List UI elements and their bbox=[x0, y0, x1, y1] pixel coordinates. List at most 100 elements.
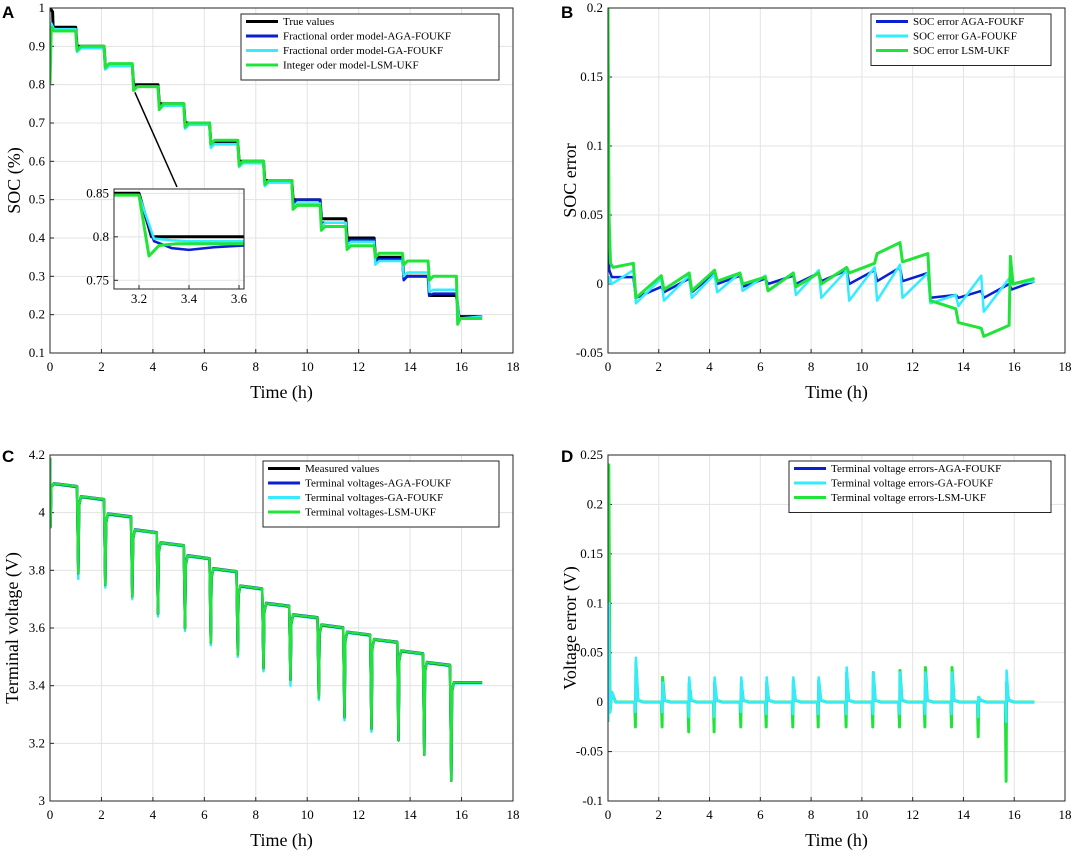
x-tick-label: 4 bbox=[150, 359, 157, 374]
series-group-c bbox=[50, 457, 483, 783]
x-axis-label-a: Time (h) bbox=[250, 382, 313, 403]
x-tick-label: 0 bbox=[605, 807, 612, 822]
x-tick-label: 10 bbox=[301, 359, 314, 374]
legend-c: Measured values Terminal voltages-AGA-FOU… bbox=[262, 460, 500, 528]
x-tick-label: 18 bbox=[1059, 359, 1072, 374]
x-tick-label: 14 bbox=[404, 359, 418, 374]
legend-entry: Terminal voltage errors-LSM-UKF bbox=[831, 492, 986, 504]
y-tick-label: 0.2 bbox=[587, 0, 603, 15]
x-tick-label: 12 bbox=[906, 359, 919, 374]
y-axis-label-b: SOC error bbox=[560, 143, 580, 218]
x-tick-label: 16 bbox=[455, 359, 469, 374]
y-tick-label: -0.05 bbox=[576, 744, 603, 759]
y-tick-label: 0.2 bbox=[587, 496, 603, 511]
legend-entry: Terminal voltages-AGA-FOUKF bbox=[305, 478, 451, 490]
y-tick-label: 0.4 bbox=[29, 230, 46, 245]
series-line-b-3 bbox=[608, 8, 1035, 338]
y-tick-label: 0.1 bbox=[587, 595, 603, 610]
legend-entry: True values bbox=[283, 16, 334, 28]
panel-letter-c: C bbox=[2, 447, 14, 466]
y-tick-label: 0 bbox=[597, 694, 604, 709]
y-tick-label: 0.9 bbox=[29, 38, 45, 53]
y-tick-label: 0.2 bbox=[29, 307, 45, 322]
y-tick-label: 0.7 bbox=[29, 115, 46, 130]
series-group-b bbox=[608, 8, 1035, 338]
x-tick-label: 8 bbox=[808, 807, 815, 822]
x-tick-label: 0 bbox=[47, 359, 54, 374]
x-axis-label-c: Time (h) bbox=[250, 830, 313, 851]
legend-entry: Fractional order model-GA-FOUKF bbox=[283, 45, 443, 57]
y-tick-label: -0.1 bbox=[582, 793, 603, 808]
x-tick-label: 2 bbox=[98, 807, 105, 822]
y-tick-label: 0.1 bbox=[587, 138, 603, 153]
axes-frame-b bbox=[607, 7, 1066, 354]
y-tick-label: 0.3 bbox=[29, 268, 45, 283]
x-tick-label: 0 bbox=[47, 807, 54, 822]
x-tick-label: 3.4 bbox=[181, 291, 198, 306]
y-tick-label: 3.6 bbox=[29, 620, 46, 635]
series-line-c-4 bbox=[50, 457, 483, 783]
y-tick-label: 0.1 bbox=[29, 345, 45, 360]
legend-entry: Terminal voltages-GA-FOUKF bbox=[305, 492, 443, 504]
panel-letter-b: B bbox=[561, 3, 573, 22]
y-tick-label: 1 bbox=[39, 0, 46, 15]
y-axis-label-c: Terminal voltage (V) bbox=[2, 552, 23, 704]
y-tick-label: 0.15 bbox=[580, 69, 603, 84]
y-tick-label: 4.2 bbox=[29, 447, 45, 462]
x-tick-label: 6 bbox=[757, 359, 764, 374]
x-tick-label: 4 bbox=[150, 807, 157, 822]
series-line-d-3 bbox=[608, 602, 1035, 724]
legend-entry: Terminal voltage errors-AGA-FOUKF bbox=[831, 463, 1001, 475]
y-tick-label: 4 bbox=[39, 505, 46, 520]
legend-entry: Integer oder model-LSM-UKF bbox=[283, 60, 419, 72]
x-tick-label: 2 bbox=[98, 359, 105, 374]
legend-box bbox=[788, 460, 1052, 513]
x-tick-label: 8 bbox=[808, 359, 815, 374]
y-tick-label: 0.8 bbox=[93, 229, 109, 244]
x-tick-label: 2 bbox=[656, 807, 663, 822]
series-group-d bbox=[608, 463, 1035, 783]
y-tick-label: 0 bbox=[597, 276, 604, 291]
legend-entry: Terminal voltages-LSM-UKF bbox=[305, 507, 436, 519]
x-tick-label: 8 bbox=[253, 359, 260, 374]
series-line-inset-4 bbox=[114, 193, 244, 258]
x-tick-label: 18 bbox=[1059, 807, 1072, 822]
legend-entry: Terminal voltage errors-GA-FOUKF bbox=[831, 478, 993, 490]
legend-a: True values Fractional order model-AGA-FO… bbox=[240, 13, 500, 81]
x-tick-label: 18 bbox=[507, 807, 520, 822]
x-tick-label: 14 bbox=[957, 807, 971, 822]
y-tick-label: 0.75 bbox=[86, 272, 109, 287]
plot-area-inset bbox=[114, 189, 244, 289]
y-axis-label-d: Voltage error (V) bbox=[560, 566, 581, 690]
x-tick-label: 12 bbox=[906, 807, 919, 822]
legend-entry: Fractional order model-AGA-FOUKF bbox=[283, 31, 451, 43]
x-tick-label: 16 bbox=[1008, 807, 1022, 822]
inset-pointer-line bbox=[134, 92, 178, 188]
y-tick-label: 3.8 bbox=[29, 562, 45, 577]
y-tick-label: 3 bbox=[39, 793, 46, 808]
y-tick-label: 0.8 bbox=[29, 77, 45, 92]
y-tick-label: 3.2 bbox=[29, 735, 45, 750]
x-tick-label: 14 bbox=[957, 359, 971, 374]
y-tick-label: 0.5 bbox=[29, 192, 45, 207]
y-tick-label: 0.05 bbox=[580, 207, 603, 222]
x-tick-label: 14 bbox=[404, 807, 418, 822]
x-tick-label: 3.6 bbox=[231, 291, 248, 306]
x-tick-label: 4 bbox=[706, 807, 713, 822]
axes-frame-a bbox=[49, 7, 514, 354]
y-tick-label: 3.4 bbox=[29, 678, 46, 693]
legend-entry: SOC error LSM-UKF bbox=[913, 45, 1010, 57]
legend-box bbox=[240, 13, 500, 81]
x-tick-label: 18 bbox=[507, 359, 520, 374]
legend-box bbox=[262, 460, 500, 528]
y-tick-label: 0.6 bbox=[29, 153, 46, 168]
x-tick-label: 3.2 bbox=[131, 291, 147, 306]
x-tick-label: 8 bbox=[253, 807, 260, 822]
series-group-a bbox=[50, 8, 483, 326]
x-tick-label: 10 bbox=[855, 807, 868, 822]
x-tick-label: 6 bbox=[201, 359, 208, 374]
y-tick-label: 0.25 bbox=[580, 447, 603, 462]
y-tick-label: 0.15 bbox=[580, 546, 603, 561]
x-tick-label: 10 bbox=[855, 359, 868, 374]
